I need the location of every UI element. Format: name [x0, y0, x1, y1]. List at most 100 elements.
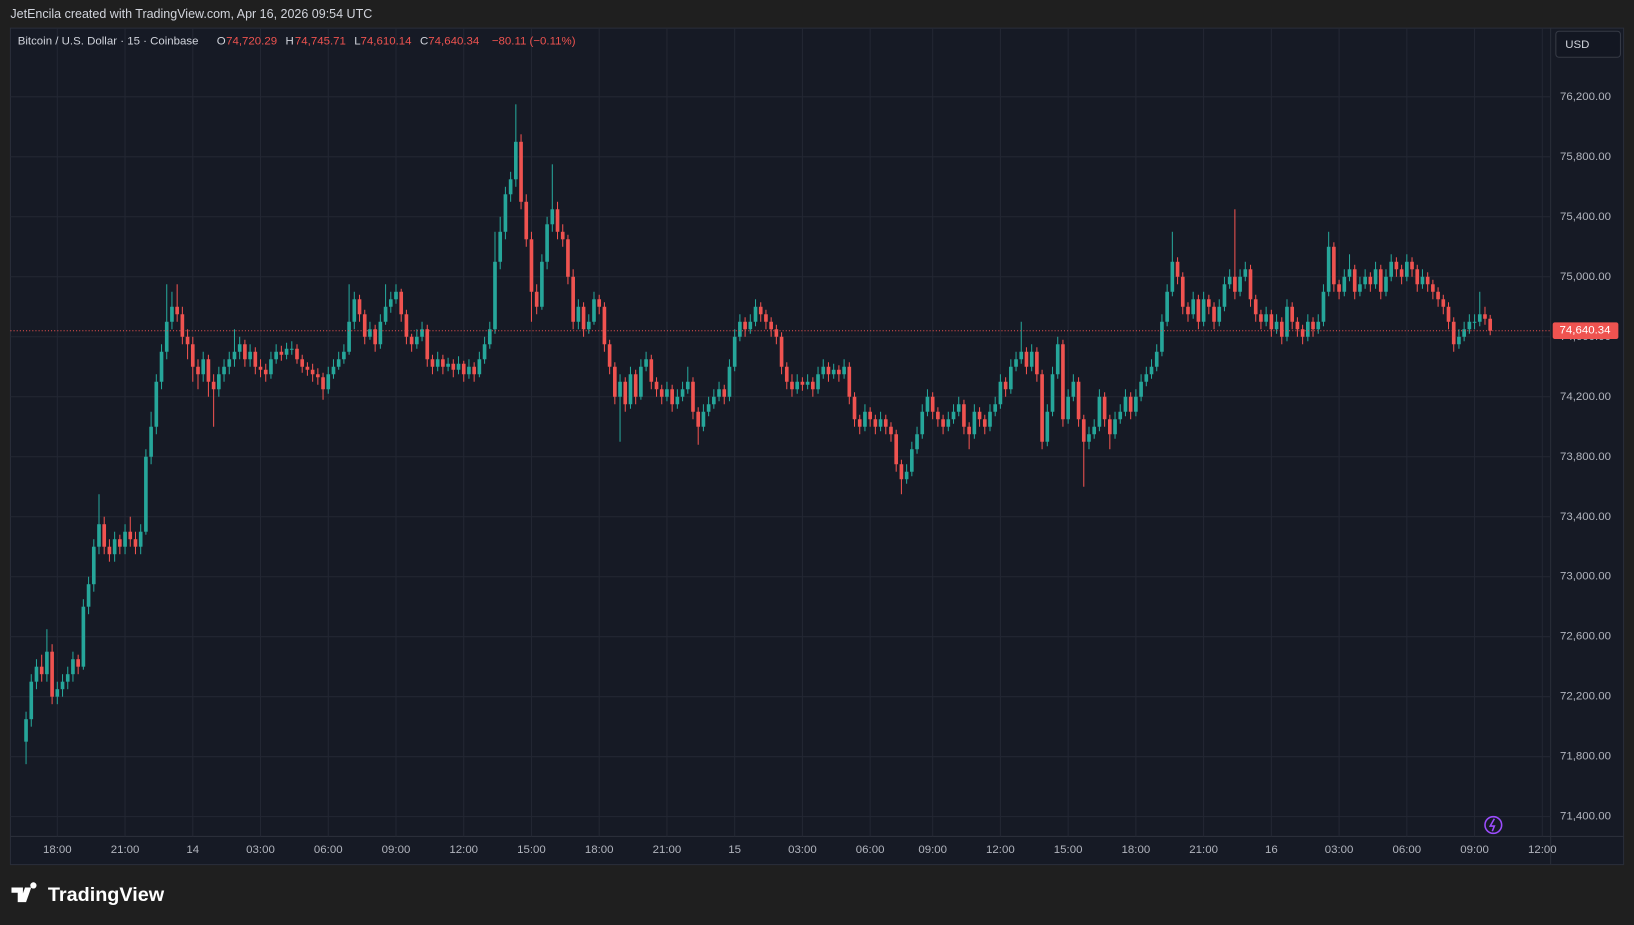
- x-tick-label: 03:00: [788, 844, 817, 856]
- candle-body: [1347, 269, 1352, 277]
- candle-body: [420, 329, 424, 337]
- currency-button[interactable]: [1555, 30, 1621, 58]
- legend-value: 74,720.29: [226, 36, 277, 48]
- candle-body: [654, 381, 659, 390]
- candle-body: [1269, 314, 1274, 330]
- candle-body: [930, 396, 935, 412]
- legend-value: 74,640.34: [428, 36, 480, 48]
- candle-body: [1238, 276, 1242, 292]
- candle-body: [784, 366, 789, 382]
- candle-body: [1431, 284, 1435, 292]
- candle-body: [263, 369, 268, 375]
- candle-body: [1326, 246, 1331, 292]
- candle-body: [97, 524, 101, 547]
- candle-body: [779, 336, 784, 367]
- candle-body: [164, 321, 169, 352]
- candle-body: [1472, 321, 1477, 323]
- candle-body: [1425, 276, 1430, 285]
- y-tick-label: 72,600.00: [1560, 631, 1611, 643]
- candle-body: [1321, 291, 1326, 322]
- candle-body: [1342, 276, 1347, 292]
- candle-body: [805, 381, 810, 385]
- currency[interactable]: USD: [1565, 39, 1589, 51]
- candle-body: [873, 419, 878, 427]
- candle-body: [362, 314, 367, 337]
- candle-body: [1227, 276, 1232, 285]
- candle-body: [774, 329, 779, 337]
- candle-body: [1040, 374, 1044, 442]
- candle-body: [1217, 306, 1222, 322]
- candle-body: [800, 381, 805, 385]
- candle-body: [633, 374, 638, 397]
- candle-body: [863, 411, 867, 427]
- candle-body: [576, 306, 581, 322]
- candle-body: [461, 363, 466, 375]
- candle-body: [831, 369, 836, 375]
- candle-body: [1332, 246, 1336, 285]
- candle-body: [514, 141, 518, 180]
- icon-bolt: [1488, 818, 1496, 832]
- x-tick-label: 09:00: [382, 844, 411, 856]
- candle-body: [1316, 321, 1321, 330]
- candle-body: [227, 359, 232, 367]
- candle-body: [81, 606, 86, 667]
- credit: JetEncila created with TradingView.com, …: [10, 7, 372, 21]
- candle-body: [467, 366, 471, 375]
- legend-label: O: [217, 36, 226, 48]
- candle-body: [456, 363, 461, 370]
- candle-body: [1196, 299, 1201, 322]
- candle-body: [394, 291, 398, 300]
- candle-body: [1462, 329, 1466, 337]
- candle-body: [540, 261, 544, 307]
- candle-body: [842, 366, 846, 375]
- candle-body: [305, 366, 310, 370]
- candle-body: [962, 404, 966, 427]
- candle-body: [316, 374, 320, 378]
- candle-body: [878, 419, 883, 427]
- x-tick-label: 14: [186, 844, 199, 856]
- x-tick-label: 06:00: [1392, 844, 1421, 856]
- candle-body: [659, 389, 664, 397]
- x-tick-label: 21:00: [111, 844, 140, 856]
- candle-body: [243, 344, 247, 360]
- candle-body: [24, 719, 28, 742]
- chart-panel: [9, 27, 1625, 866]
- candle-body: [1446, 306, 1451, 322]
- candle-body: [706, 404, 711, 412]
- candle-body: [1102, 396, 1107, 420]
- candle-body: [415, 336, 419, 345]
- candle-body: [435, 359, 440, 367]
- x-tick-label: 15: [728, 844, 741, 856]
- candle-body: [477, 359, 482, 375]
- candle-body: [1154, 351, 1159, 367]
- candle-body: [180, 314, 185, 337]
- candle-body: [310, 369, 315, 375]
- candle-body: [430, 359, 435, 367]
- candle-body: [1092, 426, 1097, 435]
- candle-body: [1160, 321, 1164, 352]
- candle-body: [482, 344, 487, 360]
- y-tick-label: 72,200.00: [1560, 691, 1611, 703]
- candle-body: [1352, 269, 1357, 292]
- candle-body: [1097, 396, 1102, 427]
- candle-body: [123, 531, 127, 547]
- x-tick-label: 16: [1265, 844, 1278, 856]
- x-tick-label: 18:00: [585, 844, 614, 856]
- candle-body: [691, 381, 695, 412]
- alert-icon[interactable]: [1484, 815, 1503, 835]
- candle-body: [175, 306, 179, 315]
- candle-body: [331, 366, 336, 375]
- candle-body: [868, 411, 872, 420]
- candle-body: [138, 531, 143, 547]
- x-tick-label: 12:00: [986, 844, 1015, 856]
- candle-body: [1066, 396, 1070, 420]
- candle-body: [300, 359, 305, 367]
- candle-body: [904, 471, 909, 480]
- candle-body: [910, 449, 914, 472]
- candle-body: [232, 351, 237, 360]
- candle-body: [1290, 306, 1295, 322]
- candle-body: [1436, 291, 1440, 300]
- candle-body: [133, 539, 138, 547]
- candle-body: [712, 396, 716, 405]
- candle-body: [1457, 336, 1461, 345]
